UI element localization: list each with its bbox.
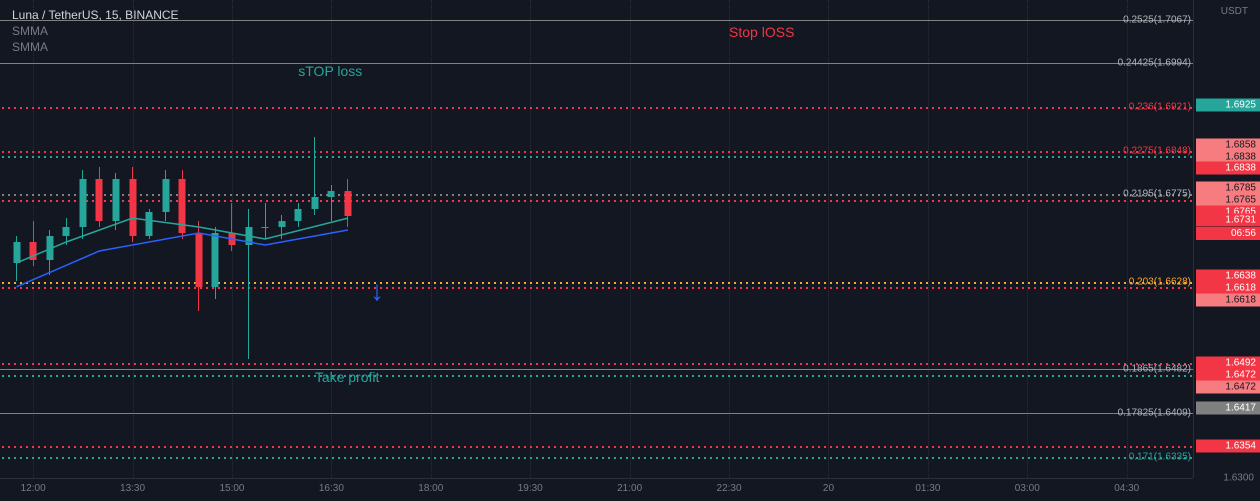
plot-area[interactable]: 0.2525(1.7067) 0.24425(1.6994) 0.236(1.692… — [0, 0, 1193, 478]
countdown-box: 06:56 — [1196, 227, 1260, 240]
chart-container: 0.2525(1.7067) 0.24425(1.6994) 0.236(1.692… — [0, 0, 1260, 501]
time-label: 20 — [823, 483, 834, 494]
grid-vertical — [530, 0, 531, 478]
fib-level-label: 0.203(1.6628) — [1129, 277, 1191, 288]
price-label: 1.6300 — [1223, 473, 1254, 484]
price-box: 1.6417 — [1196, 402, 1260, 415]
indicator-label-1[interactable]: SMMA — [12, 40, 179, 54]
fib-level-line[interactable] — [0, 282, 1193, 284]
chart-header: Luna / TetherUS, 15, BINANCE SMMA SMMA — [12, 8, 179, 54]
axis-unit: USDT — [1221, 6, 1248, 17]
time-label: 12:00 — [21, 483, 46, 494]
fib-level-line[interactable] — [0, 375, 1193, 377]
grid-vertical — [729, 0, 730, 478]
fib-level-line[interactable] — [0, 287, 1193, 289]
symbol-title[interactable]: Luna / TetherUS, 15, BINANCE — [12, 8, 179, 22]
fib-level-line[interactable] — [0, 446, 1193, 448]
time-label: 03:00 — [1015, 483, 1040, 494]
price-box: 1.6472 — [1196, 381, 1260, 394]
fib-level-label: 0.24425(1.6994) — [1118, 58, 1191, 69]
fib-level-line[interactable] — [0, 457, 1193, 459]
time-label: 16:30 — [319, 483, 344, 494]
text-annotation[interactable]: sTOP loss — [298, 63, 362, 79]
time-label: 13:30 — [120, 483, 145, 494]
price-box: 1.6925 — [1196, 98, 1260, 111]
fib-level-label: 0.236(1.6921) — [1129, 101, 1191, 112]
time-axis[interactable]: 12:00 13:30 15:00 16:30 18:00 19:30 21:00 22:30… — [0, 478, 1193, 501]
price-box: 1.6618 — [1196, 293, 1260, 306]
fib-level-line[interactable] — [0, 413, 1193, 414]
time-label: 21:00 — [617, 483, 642, 494]
fib-level-label: 0.2195(1.6775) — [1123, 189, 1191, 200]
grid-vertical — [1127, 0, 1128, 478]
time-label: 18:00 — [418, 483, 443, 494]
time-label: 15:00 — [219, 483, 244, 494]
grid-vertical — [630, 0, 631, 478]
fib-level-label: 0.17825(1.6409) — [1118, 407, 1191, 418]
time-label: 22:30 — [717, 483, 742, 494]
fib-level-label: 0.2525(1.7067) — [1123, 14, 1191, 25]
fib-level-line[interactable] — [0, 63, 1193, 64]
fib-level-line[interactable] — [0, 107, 1193, 109]
fib-level-label: 0.1865(1.6482) — [1123, 364, 1191, 375]
grid-vertical — [828, 0, 829, 478]
time-label: 01:30 — [915, 483, 940, 494]
grid-vertical — [928, 0, 929, 478]
time-label: 19:30 — [518, 483, 543, 494]
indicator-label-0[interactable]: SMMA — [12, 24, 179, 38]
price-box: 1.6838 — [1196, 162, 1260, 175]
fib-level-label: 0.2275(1.6848) — [1123, 145, 1191, 156]
price-box: 1.6731 — [1196, 214, 1260, 227]
fib-level-line[interactable] — [0, 20, 1193, 21]
fib-level-line[interactable] — [0, 156, 1193, 158]
fib-level-label: 0.171(1.6335) — [1129, 452, 1191, 463]
price-axis[interactable]: USDT 1.63001.69251.68581.68581.68381.683… — [1193, 0, 1260, 478]
time-label: 04:30 — [1114, 483, 1139, 494]
text-annotation[interactable]: Stop lOSS — [729, 24, 794, 40]
arrow-down-icon[interactable]: ↓ — [370, 275, 384, 307]
ma-line — [0, 0, 1193, 478]
grid-vertical — [1027, 0, 1028, 478]
price-box: 1.6354 — [1196, 439, 1260, 452]
grid-vertical — [431, 0, 432, 478]
fib-level-line[interactable] — [0, 151, 1193, 153]
ma-line — [0, 0, 1193, 478]
text-annotation[interactable]: Take profit — [315, 369, 380, 385]
fib-level-line[interactable] — [0, 363, 1193, 365]
fib-level-line[interactable] — [0, 369, 1193, 370]
